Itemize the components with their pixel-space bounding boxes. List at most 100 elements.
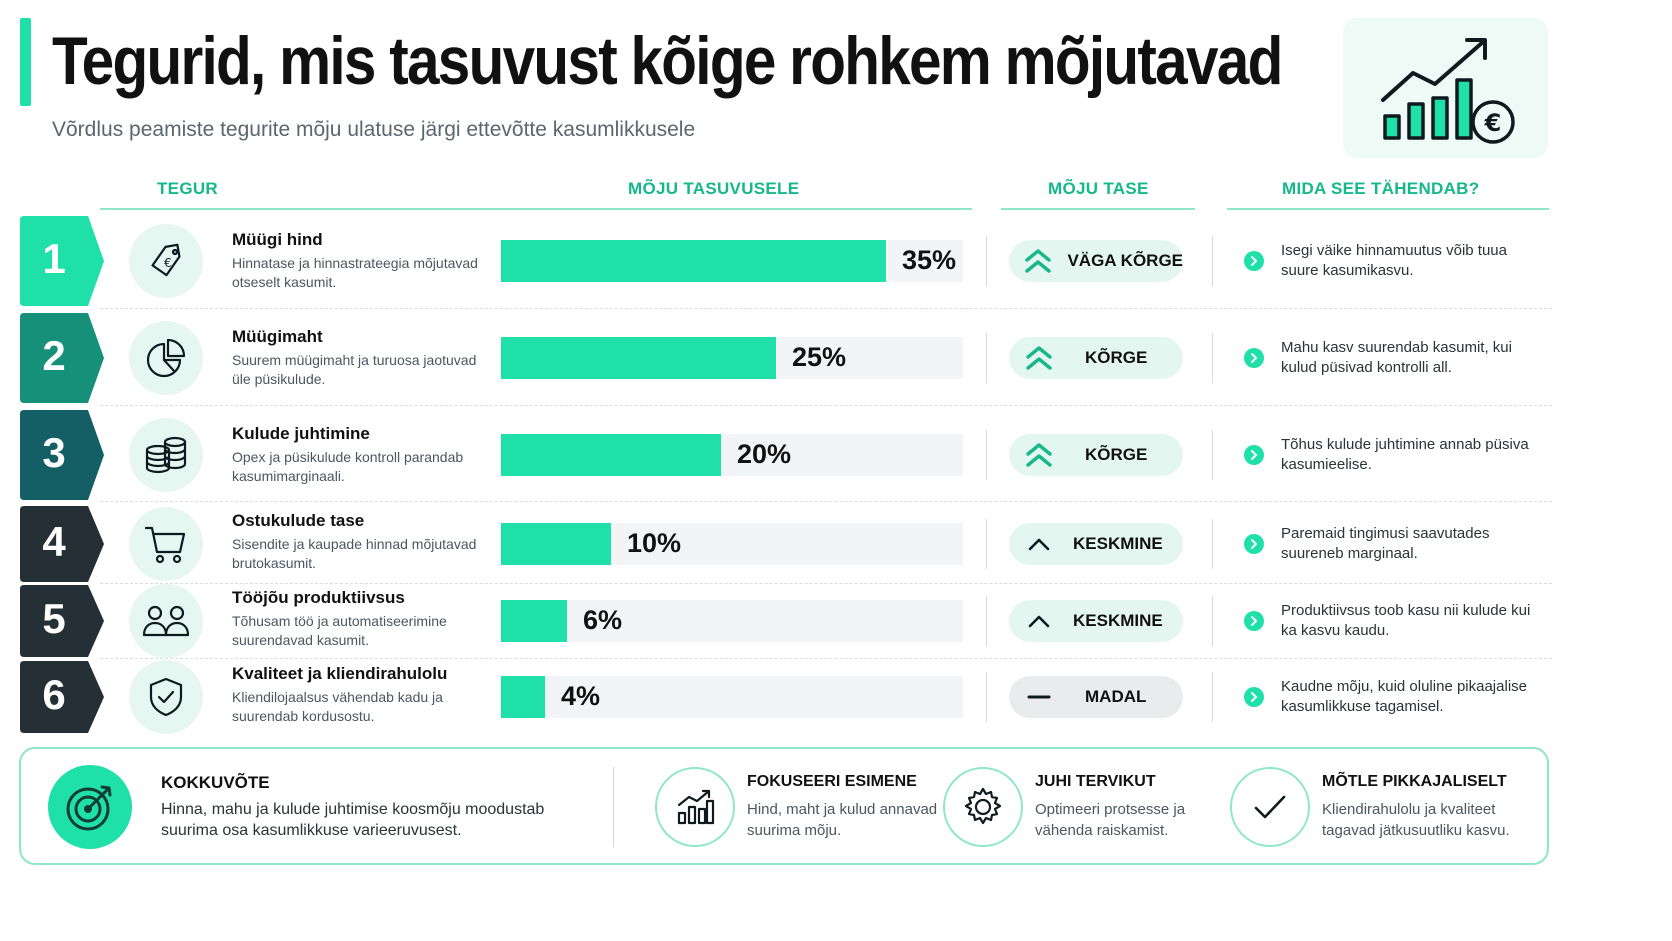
shopping-cart-icon: [129, 507, 203, 581]
factor-description: Hinnatase ja hinnastrateegia mõjutavad o…: [232, 255, 478, 290]
row-divider: [100, 501, 1552, 502]
impact-level-badge: KESKMINE: [1009, 600, 1183, 642]
column-divider: [986, 596, 987, 646]
column-divider: [1212, 236, 1213, 286]
row-number-badge: [20, 410, 104, 500]
people-icon: [129, 584, 203, 658]
growth-euro-logo: €: [1343, 18, 1548, 158]
target-icon: [48, 765, 132, 849]
row-number-badge: [20, 585, 104, 657]
row-divider: [100, 658, 1552, 659]
growth-chart-euro-icon: €: [1381, 38, 1515, 144]
double-chevron-up-icon: [1009, 344, 1069, 372]
impact-level-label: KESKMINE: [1073, 534, 1163, 553]
row-number: 2: [42, 332, 66, 379]
impact-bar-track: [501, 676, 963, 718]
factor-description: Kliendilojaalsus vähendab kadu ja suuren…: [232, 689, 443, 724]
impact-bar: [501, 600, 567, 642]
chevron-up-icon: [1009, 613, 1069, 629]
chevron-right-icon: [1244, 445, 1264, 465]
coin-stack-icon: [129, 418, 203, 492]
factor-description: Opex ja püsikulude kontroll parandab kas…: [232, 449, 464, 484]
impact-level-badge: KESKMINE: [1009, 523, 1183, 565]
tip-text: Hind, maht ja kulud annavad suurima mõju…: [747, 801, 938, 839]
column-header-impact: MÕJU TASUVUSELE: [628, 179, 800, 198]
impact-bar-track: [501, 600, 963, 642]
impact-level-badge: KÕRGE: [1009, 434, 1183, 476]
factor-description: Tõhusam töö ja automatiseerimine suurend…: [232, 613, 447, 648]
tip-title: FOKUSEERI ESIMENE: [747, 773, 917, 790]
row-number-badge: [20, 506, 104, 582]
impact-value-label: 20%: [737, 439, 792, 469]
factor-description: Sisendite ja kaupade hinnad mõjutavad br…: [232, 536, 477, 571]
meaning-text: Produktiivsus toob kasu nii kulude kui k…: [1281, 602, 1531, 639]
row-divider: [100, 583, 1552, 584]
meaning-text: Kaudne mõju, kuid oluline pikaajalise ka…: [1281, 678, 1527, 715]
impact-level-badge: MADAL: [1009, 676, 1183, 718]
column-divider: [1212, 519, 1213, 569]
factor-title: Kulude juhtimine: [232, 424, 370, 443]
factor-title: Müügi hind: [232, 230, 323, 249]
header-underline: [1001, 208, 1195, 210]
bar-chart-icon: [655, 767, 735, 847]
column-divider: [1212, 333, 1213, 383]
tip-title: MÕTLE PIKKAJALISELT: [1322, 773, 1507, 790]
chevron-right-icon: [1244, 534, 1264, 554]
impact-level-label: KÕRGE: [1085, 348, 1148, 367]
impact-level-label: KÕRGE: [1085, 445, 1148, 464]
header-underline: [1227, 208, 1549, 210]
row-number: 1: [42, 235, 66, 282]
shield-check-icon: [129, 660, 203, 734]
row-number-badge: [20, 216, 104, 306]
summary-text: Hinna, mahu ja kulude juhtimise koosmõju…: [161, 801, 545, 839]
column-divider: [986, 519, 987, 569]
column-divider: [1212, 596, 1213, 646]
impact-level-badge: KÕRGE: [1009, 337, 1183, 379]
row-number: 4: [42, 518, 66, 565]
factor-title: Tööjõu produktiivsus: [232, 588, 405, 607]
tip-text: Kliendirahulolu ja kvaliteet tagavad jät…: [1322, 801, 1510, 839]
column-divider: [986, 236, 987, 286]
chevron-right-icon: [1244, 251, 1264, 271]
impact-value-label: 6%: [583, 605, 623, 635]
pie-chart-icon: [129, 321, 203, 395]
column-divider: [986, 430, 987, 480]
dash-icon: [1009, 692, 1069, 702]
checkmark-icon: [1230, 767, 1310, 847]
column-divider: [986, 672, 987, 722]
column-divider: [986, 333, 987, 383]
gear-icon: [943, 767, 1023, 847]
svg-text:€: €: [164, 256, 172, 270]
factor-title: Kvaliteet ja kliendirahulolu: [232, 664, 448, 683]
row-divider: [100, 405, 1552, 406]
price-tag-euro-icon: €: [129, 224, 203, 298]
row-number: 6: [42, 671, 66, 718]
meaning-text: Isegi väike hinnamuutus võib tuua suure …: [1281, 242, 1507, 279]
meaning-text: Tõhus kulude juhtimine annab püsiva kasu…: [1281, 436, 1529, 473]
factor-title: Müügimaht: [232, 327, 323, 346]
impact-bar: [501, 337, 776, 379]
meaning-text: Mahu kasv suurendab kasumit, kui kulud p…: [1281, 339, 1512, 376]
page-title: Tegurid, mis tasuvust kõige rohkem mõjut…: [52, 23, 1283, 99]
column-divider: [1212, 672, 1213, 722]
column-divider: [1212, 430, 1213, 480]
header-underline: [100, 208, 972, 210]
summary-title: KOKKUVÕTE: [161, 773, 270, 792]
column-header-level: MÕJU TASE: [1048, 179, 1149, 198]
impact-value-label: 25%: [792, 342, 847, 372]
impact-bar: [501, 676, 545, 718]
impact-level-label: MADAL: [1085, 687, 1147, 706]
factor-title: Ostukulude tase: [232, 511, 365, 530]
impact-value-label: 4%: [561, 681, 601, 711]
row-number: 3: [42, 429, 66, 476]
svg-text:€: €: [1484, 109, 1502, 137]
impact-bar: [501, 434, 721, 476]
chevron-right-icon: [1244, 348, 1264, 368]
tip-text: Optimeeri protsesse ja vähenda raiskamis…: [1035, 801, 1186, 839]
double-chevron-up-icon: [1009, 247, 1067, 275]
title-accent-bar: [20, 18, 31, 106]
impact-bar: [501, 523, 611, 565]
column-header-factor: TEGUR: [157, 179, 218, 198]
meaning-text: Paremaid tingimusi saavutades suureneb m…: [1281, 525, 1490, 562]
impact-value-label: 10%: [627, 528, 682, 558]
